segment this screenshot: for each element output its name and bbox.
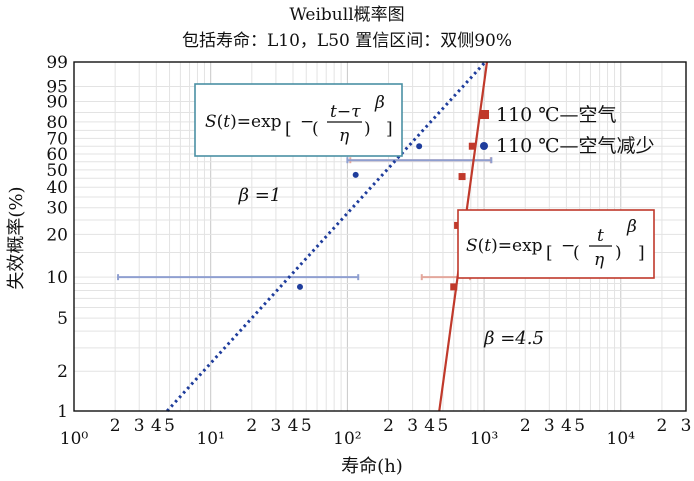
- x-minor-tick-label: 5: [438, 416, 449, 436]
- y-tick-label: 80: [46, 113, 68, 133]
- x-major-tick-label: 10¹: [196, 429, 224, 449]
- x-minor-tick-label: 3: [544, 416, 555, 436]
- formula-2-paren-l: (: [573, 243, 580, 263]
- x-minor-tick-label: 4: [151, 416, 162, 436]
- formula-2-paren-r: ): [615, 243, 622, 263]
- legend-label-reduced-air: 110 ℃—空气减少: [496, 135, 655, 157]
- formula-1-lhs: S(t)=exp: [205, 112, 282, 132]
- y-tick-label: 50: [46, 161, 68, 181]
- formula-2-minus: −: [561, 236, 575, 256]
- x-minor-tick-label: 3: [681, 416, 692, 436]
- x-minor-tick-label: 5: [301, 416, 312, 436]
- data-point: [468, 142, 476, 150]
- y-tick-label: 70: [46, 129, 68, 149]
- x-minor-tick-label: 3: [134, 416, 145, 436]
- annotation-beta1: β =1: [238, 185, 282, 206]
- y-tick-label: 20: [46, 225, 68, 245]
- y-tick-label: 60: [46, 145, 68, 165]
- y-tick-label: 2: [57, 362, 68, 382]
- formula-1-bracket-r: ]: [386, 119, 393, 139]
- formula-2-exp: β: [626, 217, 637, 237]
- formula-1-num: t−τ: [330, 102, 361, 122]
- formula-box-2: S(t)=exp [ − ( t η ) β ]: [457, 209, 655, 279]
- formula-2-lhs: S(t)=exp: [466, 236, 543, 256]
- y-axis-label: 失效概率(%): [6, 186, 27, 289]
- formula-box-2-frame: [457, 209, 655, 279]
- confidence-intervals: [117, 157, 493, 281]
- formula-1-paren-r: ): [364, 119, 371, 139]
- x-minor-tick-label: 4: [424, 416, 435, 436]
- x-axis-label: 寿命(h): [341, 456, 403, 477]
- x-major-tick-label: 10⁰: [60, 429, 89, 449]
- formula-2-den: η: [594, 250, 605, 270]
- y-tick-label: 90: [46, 92, 68, 112]
- data-point: [352, 171, 359, 178]
- legend-label-air: 110 ℃—空气: [496, 104, 617, 126]
- x-minor-tick-label: 4: [561, 416, 572, 436]
- x-minor-tick-label: 2: [246, 416, 257, 436]
- formula-2-bracket-r: ]: [638, 243, 645, 263]
- annotation-beta2: β =4.5: [483, 328, 544, 349]
- data-point: [296, 283, 303, 290]
- x-major-tick-label: 10³: [470, 429, 498, 449]
- formula-2-num: t: [597, 226, 604, 246]
- y-tick-label: 5: [57, 309, 68, 329]
- legend-marker-reduced-air: [480, 142, 488, 150]
- data-point: [450, 283, 458, 291]
- x-major-tick-label: 10²: [333, 429, 361, 449]
- chart-title: Weibull概率图: [289, 5, 404, 25]
- legend-marker-air: [480, 110, 489, 119]
- formula-1-den: η: [339, 126, 350, 146]
- formula-box-1-frame: [194, 83, 403, 157]
- x-minor-tick-label: 2: [657, 416, 668, 436]
- legend: 110 ℃—空气 110 ℃—空气减少: [480, 104, 655, 157]
- y-tick-label: 95: [46, 77, 68, 97]
- formula-2-bracket-l: [: [546, 243, 553, 263]
- plot-frame: [73, 61, 687, 412]
- data-points: [296, 142, 476, 291]
- x-minor-tick-label: 5: [574, 416, 585, 436]
- chart-subtitle: 包括寿命：L10，L50 置信区间：双侧90%: [182, 31, 512, 51]
- x-minor-tick-label: 3: [271, 416, 282, 436]
- formula-1-paren-l: (: [312, 119, 319, 139]
- y-tick-label: 40: [46, 178, 68, 198]
- fit-line: [166, 60, 487, 413]
- formula-1-minus: −: [300, 112, 314, 132]
- x-major-tick-label: 10⁴: [607, 429, 636, 449]
- x-minor-tick-label: 2: [383, 416, 394, 436]
- x-minor-tick-label: 4: [288, 416, 299, 436]
- formula-box-1: S(t)=exp [ − ( t−τ η ) β ]: [194, 83, 403, 157]
- formula-1-bracket-l: [: [285, 119, 292, 139]
- x-minor-tick-label: 2: [110, 416, 121, 436]
- y-tick-label: 99: [46, 53, 68, 73]
- formula-1-exp: β: [374, 93, 385, 113]
- y-tick-label: 10: [46, 268, 68, 288]
- annotations: β =1 β =4.5: [238, 185, 544, 349]
- data-point: [458, 173, 466, 181]
- data-point: [416, 143, 423, 150]
- x-minor-tick-label: 2: [520, 416, 531, 436]
- y-tick-label: 1: [57, 402, 68, 422]
- x-minor-tick-label: 3: [407, 416, 418, 436]
- x-minor-tick-label: 5: [164, 416, 175, 436]
- y-tick-label: 30: [46, 199, 68, 219]
